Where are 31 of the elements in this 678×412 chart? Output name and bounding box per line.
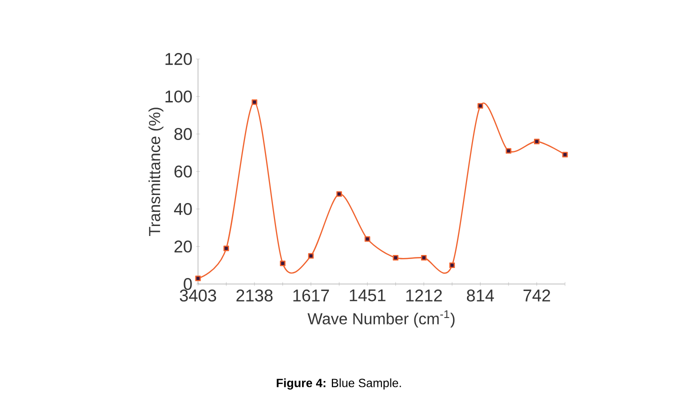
text: Figure 4: Blue Sample. (276, 378, 401, 390)
y-tick-label: 40 (174, 203, 192, 215)
point (449, 262, 455, 268)
point (364, 236, 370, 242)
x-axis-title: Wave Number (cm$^{-1}$) (308, 310, 455, 328)
y-tick-label: 20 (174, 240, 192, 252)
point (392, 254, 398, 261)
point (562, 152, 568, 158)
x-tick-label: 3403 (180, 290, 216, 302)
y-axis-title: Transmittance (%) (148, 108, 164, 236)
x-tick-label: 742 (524, 290, 550, 302)
point (336, 191, 342, 197)
x-tick-label: 814 (466, 290, 494, 302)
point (308, 253, 314, 259)
y-tick-label: 120 (166, 53, 192, 65)
y-tick-label: 0 (184, 278, 192, 290)
x-tick-label: 1617 (293, 290, 329, 302)
point (421, 254, 427, 261)
y-tick-label: 100 (166, 90, 192, 102)
x-tick-label: 1212 (406, 290, 442, 302)
point (506, 148, 512, 154)
x-tick-label: 2138 (236, 290, 273, 302)
point (478, 103, 484, 109)
y-tick-label: 60 (174, 166, 192, 178)
x-tick-label: 1451 (350, 290, 386, 302)
y-tick-label: 80 (174, 128, 192, 140)
point (252, 99, 258, 105)
point (280, 260, 286, 266)
point (223, 246, 230, 252)
point (195, 276, 201, 282)
point (534, 138, 540, 144)
